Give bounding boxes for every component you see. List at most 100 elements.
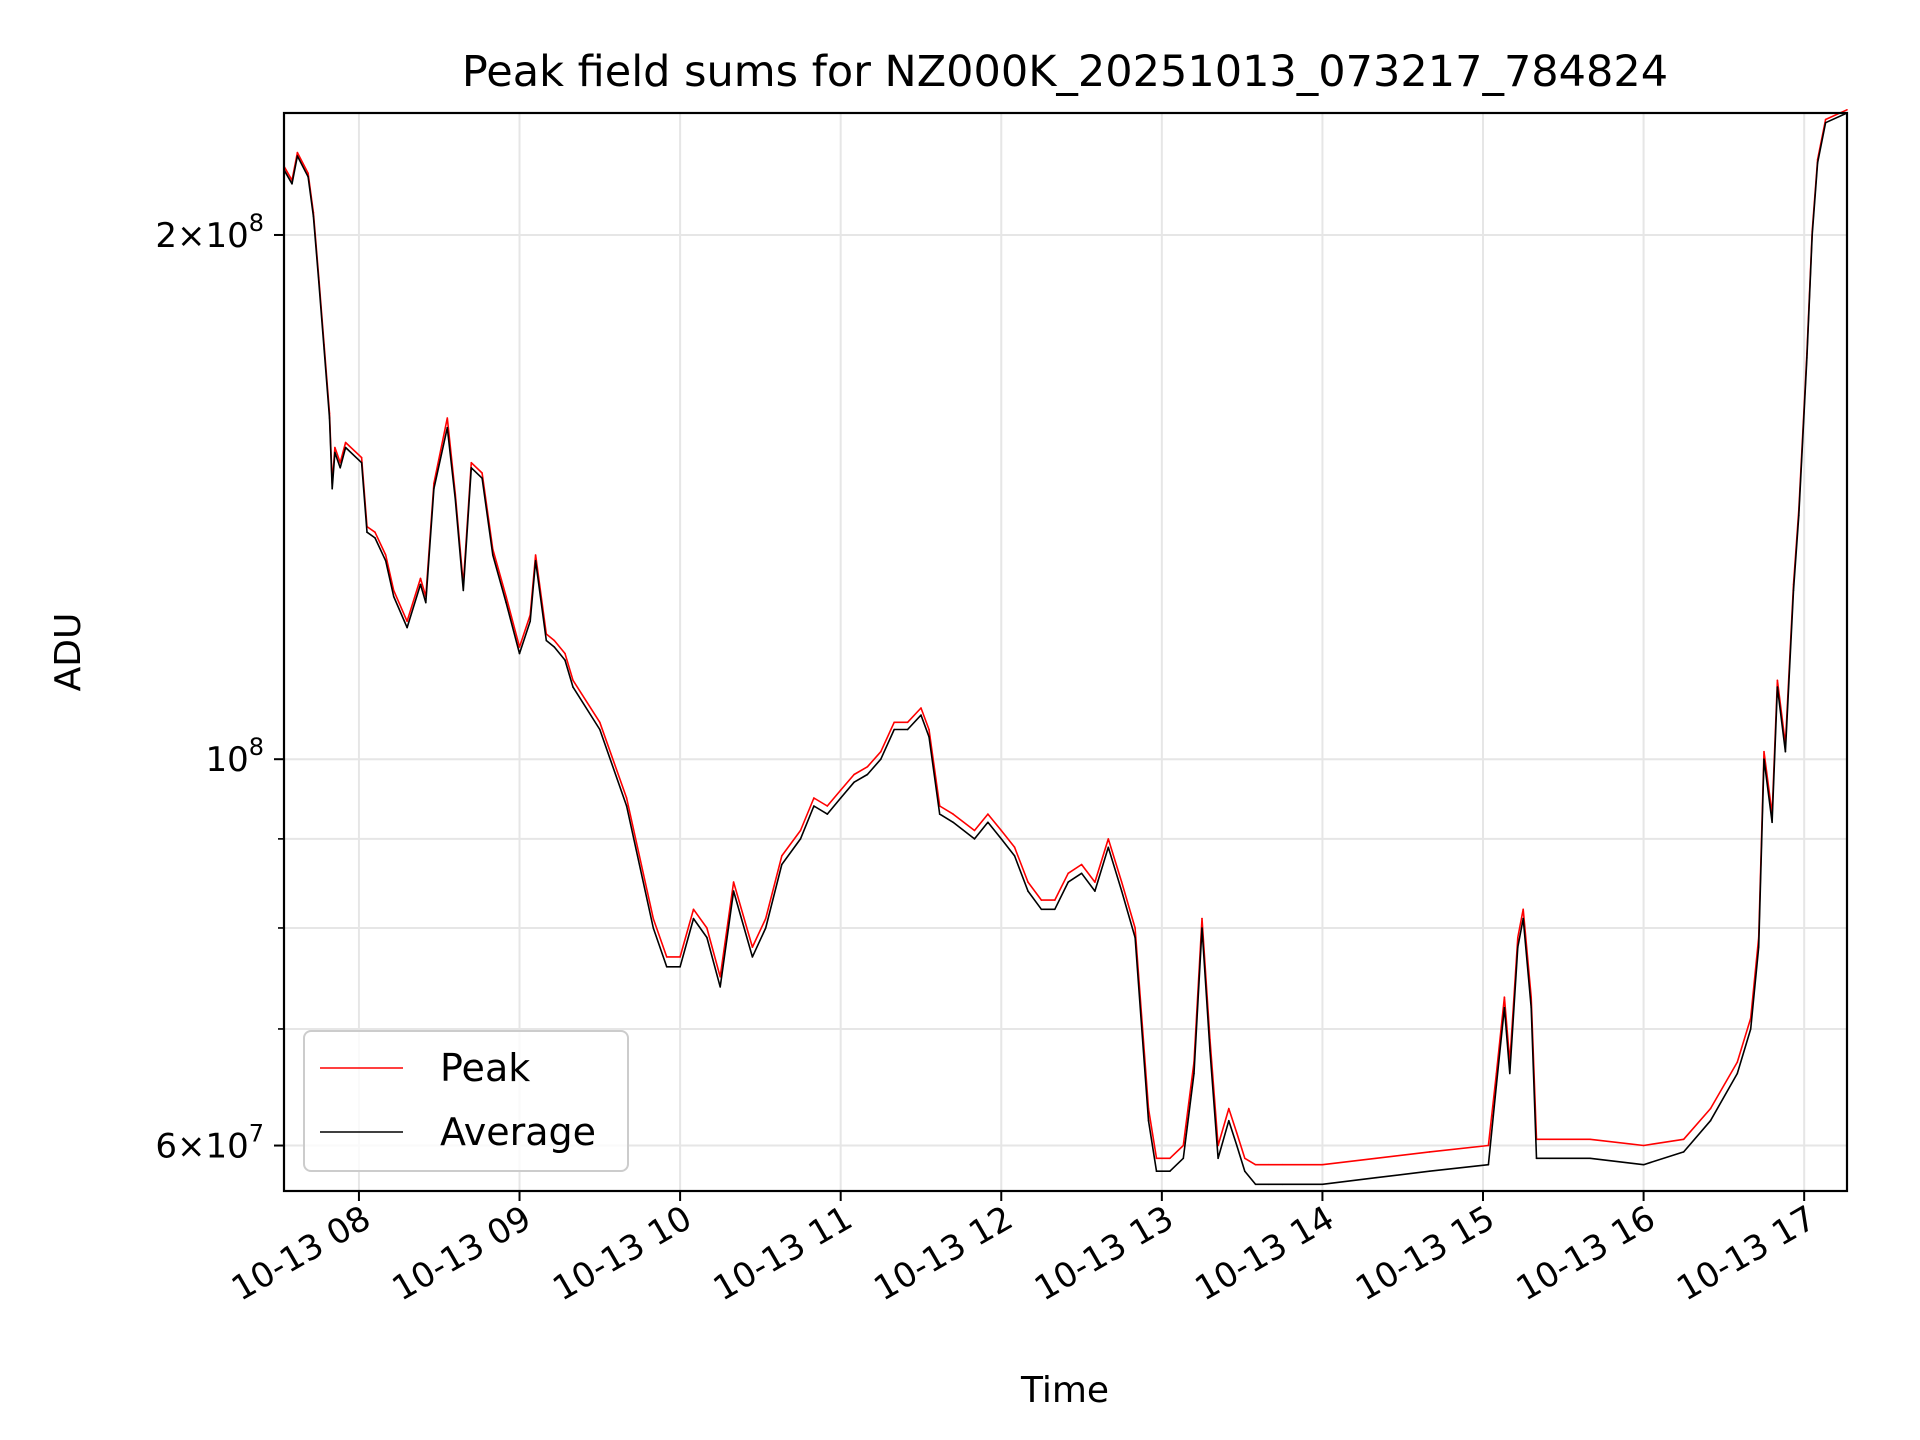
series-layer	[283, 109, 1848, 1186]
data-point-peak	[1013, 846, 1016, 849]
data-point-average	[360, 461, 363, 464]
data-point-average	[1000, 838, 1003, 840]
data-point-peak	[1120, 881, 1123, 883]
data-point-peak	[719, 976, 721, 978]
data-point-average	[1040, 908, 1043, 911]
data-point-peak	[1228, 1107, 1230, 1110]
data-point-average	[599, 728, 601, 731]
data-point-peak	[764, 917, 767, 920]
data-point-average	[312, 215, 315, 218]
data-point-average	[425, 601, 427, 604]
data-point-average	[454, 498, 457, 501]
data-point-average	[1094, 890, 1096, 892]
data-point-peak	[1094, 881, 1096, 883]
data-point-peak	[1169, 1157, 1171, 1160]
data-point-average	[1182, 1157, 1185, 1160]
data-point-peak	[339, 461, 342, 464]
data-point-average	[1798, 514, 1800, 517]
data-point-average	[732, 890, 735, 892]
data-point-peak	[625, 797, 628, 799]
data-point-peak	[893, 721, 895, 724]
data-point-peak	[952, 813, 954, 815]
data-point-average	[1509, 1072, 1511, 1075]
data-point-average	[1067, 881, 1069, 883]
data-point-average	[462, 589, 465, 592]
data-point-peak	[1201, 917, 1203, 920]
data-point-average	[572, 686, 574, 688]
data-point-average	[1147, 1119, 1150, 1122]
data-point-peak	[481, 472, 483, 474]
data-point-average	[1503, 1006, 1506, 1009]
data-point-peak	[665, 956, 668, 958]
data-point-peak	[1846, 109, 1848, 111]
data-point-peak	[1763, 750, 1765, 753]
data-point-average	[839, 797, 842, 799]
data-point-average	[518, 652, 521, 655]
chart-title: Peak field sums for NZ000K_20251013_0732…	[462, 47, 1668, 97]
data-point-average	[1776, 686, 1779, 688]
data-point-average	[719, 986, 721, 988]
data-point-average	[1155, 1170, 1158, 1172]
legend-average-label: Average	[440, 1110, 596, 1154]
data-point-average	[374, 537, 376, 539]
data-point-peak	[1134, 927, 1136, 929]
data-point-average	[1763, 758, 1765, 760]
data-point-average	[665, 966, 668, 968]
data-point-peak	[1281, 1163, 1284, 1166]
data-point-peak	[1182, 1144, 1185, 1147]
data-point-peak	[1321, 1163, 1324, 1166]
data-point-average	[328, 417, 331, 419]
data-point-peak	[1244, 1157, 1246, 1160]
data-point-average	[384, 560, 387, 562]
data-point-average	[406, 626, 408, 629]
data-point-average	[764, 927, 767, 929]
data-point-peak	[518, 646, 521, 648]
data-point-peak	[1642, 1144, 1645, 1147]
data-point-peak	[599, 721, 601, 724]
legend-box	[303, 1030, 629, 1172]
data-point-peak	[706, 927, 708, 929]
data-point-peak	[1000, 829, 1003, 832]
data-point-average	[1054, 908, 1056, 911]
data-point-average	[880, 758, 882, 760]
data-point-average	[1682, 1151, 1685, 1153]
data-point-peak	[1236, 1132, 1238, 1134]
data-point-average	[1495, 1084, 1498, 1086]
data-point-peak	[781, 855, 783, 857]
data-point-average	[952, 821, 954, 824]
data-point-peak	[1589, 1138, 1591, 1141]
data-point-average	[1549, 1157, 1551, 1160]
data-point-average	[323, 348, 325, 350]
data-point-average	[1080, 872, 1083, 875]
data-point-average	[1281, 1183, 1284, 1186]
data-point-average	[344, 446, 347, 449]
data-point-average	[1228, 1119, 1230, 1122]
data-point-peak	[470, 461, 473, 464]
data-point-average	[679, 966, 681, 968]
data-point-average	[433, 487, 435, 490]
data-point-average	[928, 736, 930, 738]
data-point-average	[1771, 821, 1773, 824]
data-point-peak	[1268, 1163, 1270, 1166]
data-point-peak	[1040, 899, 1043, 901]
data-point-average	[339, 467, 342, 469]
data-point-average	[1487, 1163, 1490, 1166]
data-point-average	[1193, 1072, 1195, 1075]
data-point-average	[1535, 1157, 1538, 1160]
data-point-average	[1217, 1157, 1219, 1160]
data-point-peak	[553, 639, 556, 642]
data-point-average	[799, 838, 802, 840]
data-point-average	[1522, 917, 1524, 920]
data-point-average	[296, 155, 299, 157]
data-point-peak	[906, 721, 909, 724]
data-point-average	[1120, 890, 1123, 892]
data-point-peak	[1824, 118, 1827, 121]
data-point-peak	[1027, 881, 1029, 883]
data-point-average	[1589, 1157, 1591, 1160]
data-point-average	[392, 595, 395, 598]
data-point-average	[813, 805, 815, 807]
data-point-peak	[534, 554, 537, 556]
data-point-peak	[751, 946, 754, 948]
data-point-peak	[799, 829, 802, 832]
data-point-average	[706, 936, 708, 939]
